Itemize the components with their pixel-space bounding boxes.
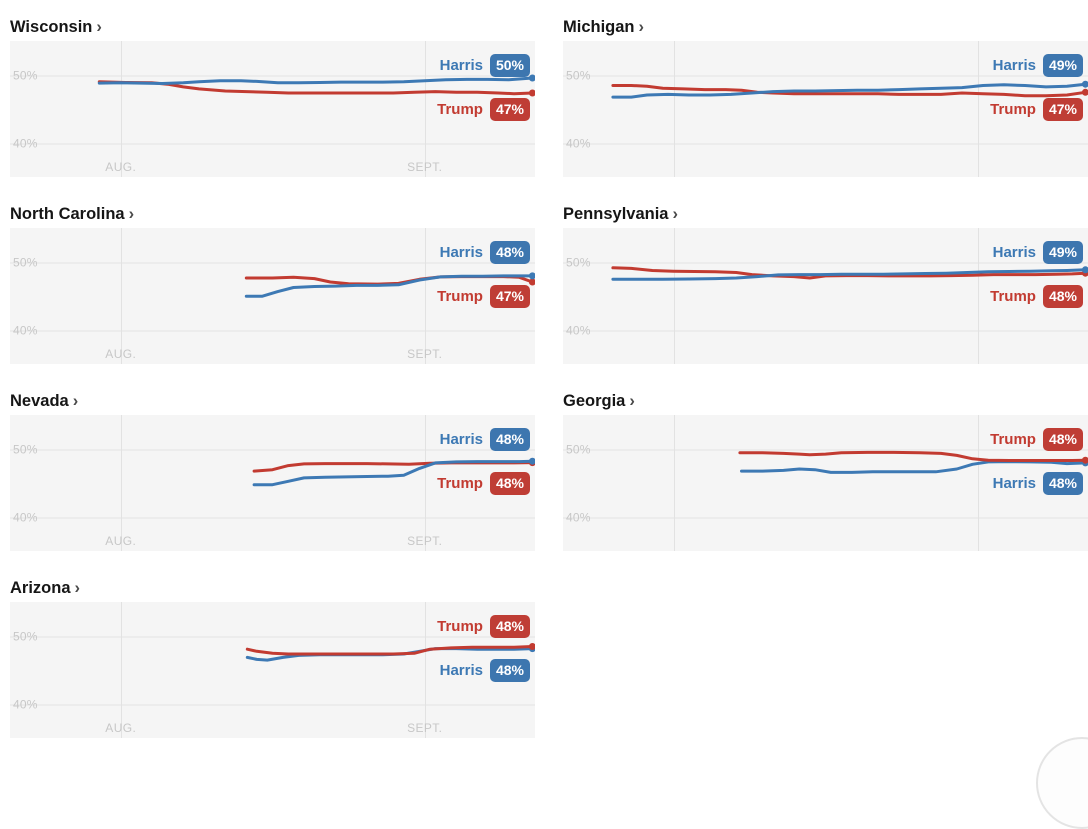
poll-chart-arizona: 50% 40% AUG. SEPT. Trump 48% Harris 48% bbox=[10, 602, 535, 738]
chart-canvas bbox=[10, 41, 535, 177]
chart-canvas bbox=[10, 602, 535, 738]
trump-trend-line bbox=[611, 84, 1087, 98]
trump-endpoint-dot bbox=[528, 278, 535, 286]
harris-trend-line bbox=[740, 460, 1087, 474]
state-link-georgia[interactable]: Georgia › bbox=[563, 392, 635, 410]
poll-chart-north-carolina: 50% 40% AUG. SEPT. Harris 48% Trump 47% bbox=[10, 228, 535, 364]
poll-chart-michigan: 50% 40% Harris 49% Trump 47% bbox=[563, 41, 1088, 177]
chevron-right-icon: › bbox=[629, 392, 635, 410]
state-link-north-carolina[interactable]: North Carolina › bbox=[10, 205, 134, 223]
chevron-right-icon: › bbox=[638, 18, 645, 36]
poll-chart-georgia: 50% 40% Trump 48% Harris 48% bbox=[563, 415, 1088, 551]
state-link-nevada[interactable]: Nevada › bbox=[10, 392, 78, 410]
harris-endpoint-dot bbox=[528, 74, 535, 82]
harris-trend-line bbox=[244, 274, 534, 298]
chart-card-georgia: Georgia › 50% 40% Trump 48% Harris 48% bbox=[563, 392, 1088, 551]
chart-canvas bbox=[563, 228, 1088, 364]
chevron-right-icon: › bbox=[74, 579, 81, 597]
harris-endpoint-dot bbox=[1081, 80, 1088, 88]
chevron-right-icon: › bbox=[96, 18, 102, 36]
trump-endpoint-dot bbox=[528, 89, 535, 97]
trump-trend-line bbox=[245, 645, 534, 656]
state-title: North Carolina bbox=[10, 205, 125, 223]
harris-endpoint-dot bbox=[528, 457, 535, 465]
state-title: Pennsylvania bbox=[563, 205, 669, 223]
floating-action-button-partial[interactable] bbox=[1036, 737, 1088, 829]
poll-chart-pennsylvania: 50% 40% Harris 49% Trump 48% bbox=[563, 228, 1088, 364]
trump-endpoint-dot bbox=[528, 643, 535, 650]
trump-endpoint-dot bbox=[1081, 456, 1088, 464]
chart-card-wisconsin: Wisconsin › 50% 40% AUG. SEPT. Harris 50% Trump… bbox=[10, 18, 535, 177]
trump-trend-line bbox=[252, 461, 534, 473]
harris-trend-line bbox=[611, 82, 1087, 99]
state-title: Wisconsin bbox=[10, 18, 93, 36]
state-title: Georgia bbox=[563, 392, 626, 410]
harris-trend-line bbox=[97, 76, 534, 85]
trump-trend-line bbox=[97, 80, 534, 96]
state-link-wisconsin[interactable]: Wisconsin › bbox=[10, 18, 102, 36]
state-title: Arizona bbox=[10, 579, 71, 597]
state-title: Michigan bbox=[563, 18, 635, 36]
harris-trend-line bbox=[611, 268, 1087, 281]
chart-canvas bbox=[563, 41, 1088, 177]
state-link-michigan[interactable]: Michigan › bbox=[563, 18, 644, 36]
chart-canvas bbox=[10, 415, 535, 551]
harris-endpoint-dot bbox=[1081, 266, 1088, 274]
trump-trend-line bbox=[738, 450, 1087, 462]
state-title: Nevada bbox=[10, 392, 69, 410]
chart-card-arizona: Arizona › 50% 40% AUG. SEPT. Trump 48% Harris 48… bbox=[10, 579, 535, 738]
chart-card-north-carolina: North Carolina › 50% 40% AUG. SEPT. Harris 48%… bbox=[10, 205, 535, 364]
chart-canvas bbox=[563, 415, 1088, 551]
chart-card-michigan: Michigan › 50% 40% Harris 49% Trump 47% bbox=[563, 18, 1088, 177]
chart-card-nevada: Nevada › 50% 40% AUG. SEPT. Harris 48% Trump 48% bbox=[10, 392, 535, 551]
state-link-arizona[interactable]: Arizona › bbox=[10, 579, 80, 597]
trump-endpoint-dot bbox=[1081, 88, 1088, 96]
chevron-right-icon: › bbox=[128, 205, 135, 223]
harris-endpoint-dot bbox=[528, 272, 535, 280]
poll-chart-nevada: 50% 40% AUG. SEPT. Harris 48% Trump 48% bbox=[10, 415, 535, 551]
chevron-right-icon: › bbox=[72, 392, 79, 410]
poll-chart-wisconsin: 50% 40% AUG. SEPT. Harris 50% Trump 47% bbox=[10, 41, 535, 177]
harris-trend-line bbox=[252, 459, 534, 487]
state-link-pennsylvania[interactable]: Pennsylvania › bbox=[563, 205, 678, 223]
chart-card-pennsylvania: Pennsylvania › 50% 40% Harris 49% Trump 48% bbox=[563, 205, 1088, 364]
chart-canvas bbox=[10, 228, 535, 364]
chevron-right-icon: › bbox=[672, 205, 678, 223]
trump-trend-line bbox=[244, 275, 534, 286]
